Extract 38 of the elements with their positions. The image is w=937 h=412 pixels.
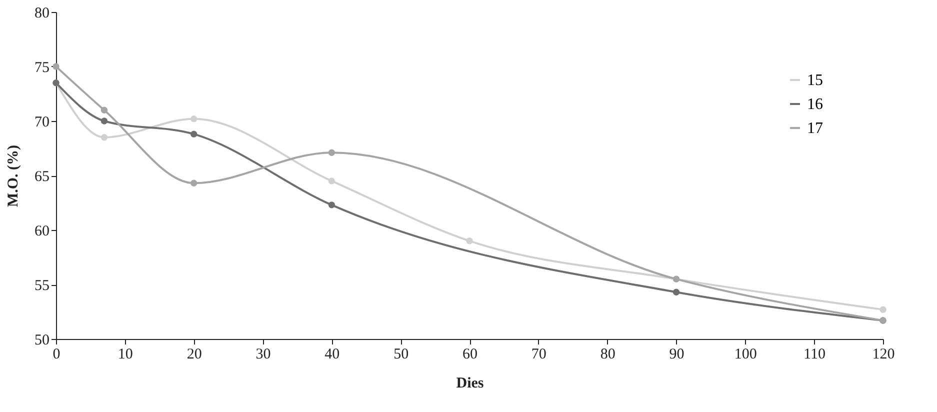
y-axis-title: M.O. (%) [6,144,22,208]
x-axis-title: Dies [456,376,484,392]
x-tick-label: 110 [804,346,826,362]
point [190,180,198,186]
x-tick-label: 40 [324,346,340,362]
x-tick-label: 100 [734,346,757,362]
point [672,288,680,296]
x-tick-label: 120 [872,346,895,362]
x-tick-label: 0 [52,346,60,362]
point [100,134,108,141]
x-tick-label: 30 [256,346,271,362]
y-tick-label: 50 [34,332,50,348]
point [328,149,336,156]
x-tick-label: 90 [669,346,684,362]
point [328,202,336,208]
point [52,63,60,70]
y-tick-label: 60 [34,224,50,240]
x-tick-label: 20 [186,346,202,362]
x-tick-label: 50 [394,346,409,362]
y-tick-label: 55 [34,278,50,294]
x-tick-label: 70 [531,346,546,362]
legend-label: 15 [807,72,823,89]
legend-label: 16 [807,96,823,113]
y-tick-label: 65 [34,169,50,185]
point [466,238,473,244]
x-tick-label: 80 [600,346,616,362]
y-tick-label: 80 [34,6,50,22]
point [880,306,886,313]
legend-label: 17 [807,120,823,137]
point [100,106,108,114]
point [328,178,336,184]
x-tick-label: 60 [462,346,478,362]
point [190,115,198,122]
point [190,130,198,138]
y-tick-label: 70 [34,114,50,130]
point [100,118,108,124]
x-tick-label: 10 [118,346,133,362]
y-tick-label: 75 [34,60,50,76]
